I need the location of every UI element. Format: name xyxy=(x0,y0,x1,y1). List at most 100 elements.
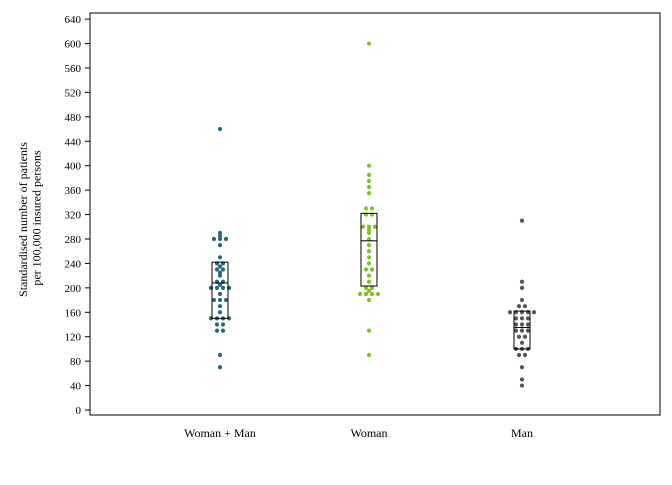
y-tick-label: 120 xyxy=(65,332,82,344)
y-tick-label: 400 xyxy=(65,161,82,173)
data-point xyxy=(366,242,372,248)
y-tick-label: 480 xyxy=(65,112,82,124)
data-point xyxy=(366,163,372,168)
data-point xyxy=(366,352,372,358)
data-point xyxy=(217,352,223,358)
data-point xyxy=(519,377,525,382)
marks-layer xyxy=(208,41,537,388)
data-point xyxy=(214,267,220,272)
y-axis-title: Standardised number of patients per 100,… xyxy=(16,139,44,297)
data-point xyxy=(366,279,372,284)
data-point xyxy=(369,285,375,290)
data-point xyxy=(360,224,366,229)
data-point xyxy=(220,322,226,327)
plot-frame xyxy=(89,12,661,416)
data-point xyxy=(217,270,223,275)
data-point xyxy=(522,352,528,358)
data-point xyxy=(366,255,372,260)
data-point xyxy=(217,126,223,132)
data-point xyxy=(366,184,372,190)
data-point xyxy=(516,352,522,358)
data-point xyxy=(357,291,363,297)
data-point xyxy=(220,267,226,272)
data-point xyxy=(366,261,372,266)
data-point xyxy=(513,328,519,333)
x-category-label: Man xyxy=(511,426,533,440)
data-point xyxy=(525,328,531,333)
y-tick-label: 160 xyxy=(65,307,82,319)
data-point xyxy=(363,267,369,272)
data-point xyxy=(366,191,372,196)
data-point xyxy=(525,316,531,321)
x-category-label: Woman + Man xyxy=(184,426,256,440)
data-point xyxy=(366,288,372,293)
data-point xyxy=(217,310,223,315)
data-point xyxy=(363,291,369,297)
data-point xyxy=(516,334,522,339)
data-point xyxy=(372,224,378,229)
data-point xyxy=(369,267,375,272)
data-point xyxy=(217,282,223,287)
data-point xyxy=(522,304,528,309)
data-point xyxy=(519,340,525,345)
data-point xyxy=(366,178,372,184)
data-point xyxy=(363,285,369,290)
data-point xyxy=(516,304,522,309)
x-category-label: Woman xyxy=(350,426,387,440)
labels-layer: Standardised number of patients per 100,… xyxy=(16,14,533,440)
data-point xyxy=(217,304,223,309)
data-point xyxy=(513,322,519,327)
data-point xyxy=(366,227,372,232)
data-point xyxy=(366,236,372,242)
y-axis-title-line-1: Standardised number of patients xyxy=(16,142,30,297)
data-point xyxy=(217,242,223,248)
box xyxy=(211,261,229,319)
data-point xyxy=(217,264,223,269)
y-tick-label: 600 xyxy=(65,39,82,51)
y-tick-label: 520 xyxy=(65,87,82,99)
data-point xyxy=(214,322,220,327)
data-point xyxy=(217,365,223,370)
y-tick-label: 440 xyxy=(65,136,82,148)
data-point xyxy=(217,236,223,242)
data-point xyxy=(519,279,525,284)
data-point xyxy=(525,322,531,327)
data-point xyxy=(519,218,525,223)
y-tick-label: 640 xyxy=(65,14,82,26)
data-point xyxy=(211,297,217,303)
data-point xyxy=(366,249,372,254)
y-tick-label: 360 xyxy=(65,185,82,197)
data-point xyxy=(519,285,525,290)
data-point xyxy=(223,236,229,242)
data-point xyxy=(211,236,217,242)
y-tick-label: 0 xyxy=(76,405,82,417)
box xyxy=(360,212,378,287)
data-point xyxy=(223,297,229,303)
data-point xyxy=(366,273,372,278)
y-axis-title-line-2: per 100,000 insured persons xyxy=(30,150,44,286)
y-tick-label: 320 xyxy=(65,210,82,222)
data-point xyxy=(217,273,223,278)
data-point xyxy=(214,328,220,333)
y-tick-label: 80 xyxy=(70,356,82,368)
y-tick-label: 560 xyxy=(65,63,82,75)
data-point xyxy=(519,365,525,370)
data-point xyxy=(522,334,528,339)
data-point xyxy=(519,383,525,388)
data-point xyxy=(217,255,223,260)
data-point xyxy=(531,310,537,315)
y-tick-label: 240 xyxy=(65,258,82,270)
data-point xyxy=(519,316,525,321)
data-point xyxy=(369,291,375,297)
box xyxy=(513,310,531,350)
data-point xyxy=(214,285,220,290)
data-point xyxy=(366,41,372,46)
data-point xyxy=(217,230,223,235)
data-point xyxy=(375,291,381,297)
data-point xyxy=(369,206,375,211)
data-point xyxy=(519,322,525,327)
data-point xyxy=(513,316,519,321)
data-point xyxy=(217,291,223,297)
